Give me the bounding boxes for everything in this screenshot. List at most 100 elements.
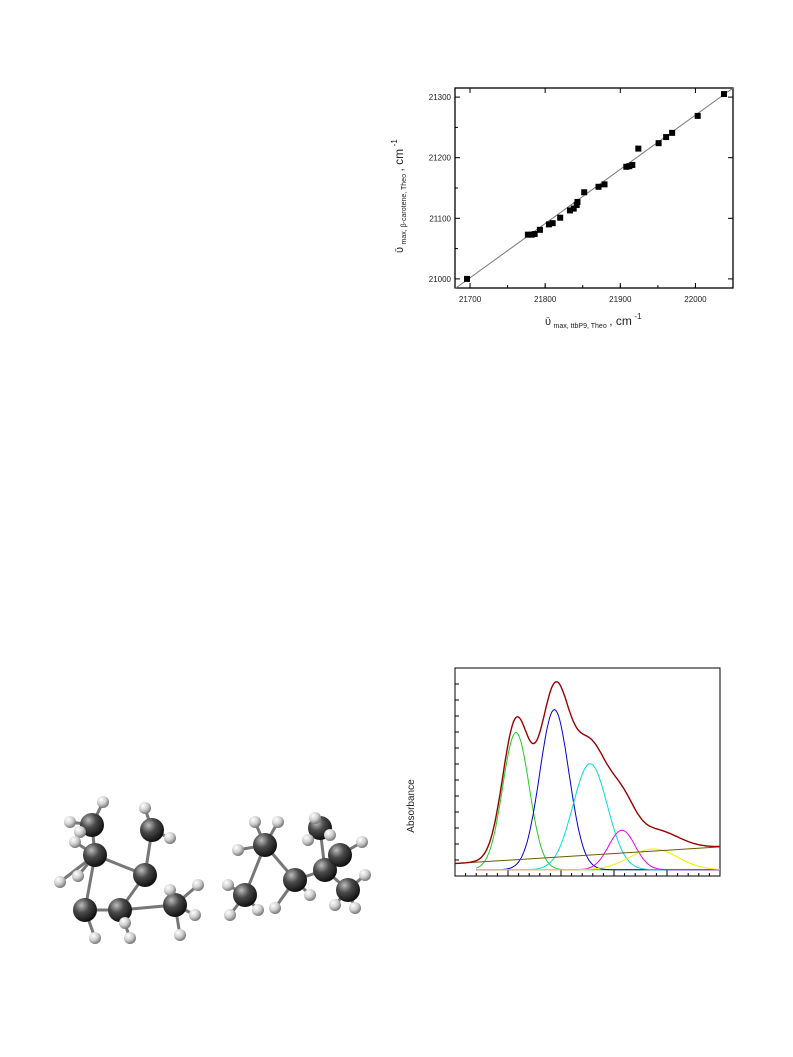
hydrogen-atom: [324, 829, 336, 841]
data-point: [536, 226, 543, 233]
baseline-line: [454, 846, 721, 865]
hydrogen-atom: [349, 902, 361, 914]
scatter-chart: 21700 21800 21900 22000 21000 21100 21200 21300…: [390, 87, 734, 330]
hydrogen-atom: [54, 876, 66, 888]
data-point: [694, 112, 701, 119]
carbon-atom: [328, 843, 352, 867]
hydrogen-atom: [309, 812, 321, 824]
x-label-symbol: ῡ: [545, 316, 551, 328]
data-point: [623, 163, 630, 170]
x-tick-label: 21800: [534, 295, 557, 304]
hydrogen-atom: [249, 816, 261, 828]
data-point: [549, 220, 556, 227]
carbon-atom: [73, 898, 97, 922]
carbon-atom: [336, 878, 360, 902]
absorbance-plot-frame: [454, 667, 721, 877]
y-tick-label: 21200: [429, 154, 452, 163]
hydrogen-atom: [139, 802, 151, 814]
carbon-atom: [80, 813, 104, 837]
data-point: [528, 231, 535, 238]
y-label-unit: , cm: [392, 149, 406, 172]
data-point: [464, 275, 471, 282]
scatter-y-axis-label: ῡ max, β-carotene, Theo , cm -1: [390, 139, 408, 253]
component-band-curve: [476, 829, 720, 871]
molecule-structures-image: [54, 796, 371, 944]
carbon-atom: [233, 883, 257, 907]
y-tick-label: 21000: [429, 275, 452, 284]
y-tick-label: 21100: [429, 214, 451, 223]
hydrogen-atom: [74, 826, 86, 838]
component-band-curve: [476, 848, 721, 871]
hydrogen-atom: [164, 832, 176, 844]
hydrogen-atom: [232, 844, 244, 856]
x-label-subscript: max, ttbP9, Theo: [554, 323, 607, 330]
hydrogen-atom: [302, 834, 314, 846]
hydrogen-atom: [272, 816, 284, 828]
data-point: [629, 161, 636, 168]
scatter-x-axis-label: ῡ max, ttbP9, Theo , cm -1: [545, 312, 642, 330]
hydrogen-atom: [69, 836, 81, 848]
carbon-atom: [83, 843, 107, 867]
x-label-unit: , cm: [609, 314, 632, 328]
hydrogen-atom: [189, 909, 201, 921]
hydrogen-atom: [164, 884, 176, 896]
hydrogen-atom: [252, 904, 264, 916]
hydrogen-atom: [174, 929, 186, 941]
data-point: [566, 207, 573, 214]
component-band-curve: [476, 763, 720, 871]
data-point: [574, 198, 581, 205]
data-point: [570, 205, 577, 212]
hydrogen-atom: [124, 932, 136, 944]
hydrogen-atom: [269, 902, 281, 914]
hydrogen-atom: [356, 836, 368, 848]
data-point: [655, 140, 662, 147]
carbon-atom: [283, 868, 307, 892]
data-point: [663, 134, 670, 141]
molecule-left: [54, 796, 204, 944]
data-point: [626, 163, 633, 170]
hydrogen-atom: [192, 879, 204, 891]
hydrogen-atom: [304, 889, 316, 901]
data-point: [573, 201, 580, 208]
absorbance-y-axis-label: Absorbance: [406, 779, 417, 833]
data-point: [524, 231, 531, 238]
data-point: [669, 129, 676, 136]
carbon-atom: [163, 893, 187, 917]
hydrogen-atom: [224, 909, 236, 921]
data-point: [581, 189, 588, 196]
carbon-atom: [253, 833, 277, 857]
y-label-subscript: max, β-carotene, Theo: [401, 174, 408, 245]
x-tick-label: 21700: [459, 295, 482, 304]
hydrogen-atom: [89, 932, 101, 944]
x-tick-label: 22000: [684, 295, 707, 304]
hydrogen-atom: [72, 870, 84, 882]
hydrogen-atom: [119, 917, 131, 929]
y-label-superscript: -1: [390, 139, 399, 147]
envelope-curve: [454, 681, 721, 865]
hydrogen-atom: [359, 869, 371, 881]
data-point: [595, 183, 602, 190]
data-point: [720, 91, 727, 98]
absorbance-chart: Absorbance: [406, 667, 721, 877]
hydrogen-atom: [222, 879, 234, 891]
hydrogen-atom: [97, 796, 109, 808]
x-tick-label: 21900: [609, 295, 632, 304]
carbon-atom: [140, 818, 164, 842]
data-point: [545, 221, 552, 228]
hydrogen-atom: [329, 899, 341, 911]
svg-text:ῡ max, ttbP9, Theo: ῡ max, ttbP9, Theo , cm -1: [545, 312, 642, 330]
y-label-symbol: ῡ: [394, 247, 406, 253]
fit-line: [454, 87, 734, 290]
data-point: [635, 145, 642, 152]
hydrogen-atom: [64, 816, 76, 828]
data-point: [531, 231, 538, 238]
carbon-atom: [108, 898, 132, 922]
molecule-right: [222, 812, 371, 921]
svg-text:ῡ max, β-carotene, Theo: ῡ max, β-carotene, Theo , cm -1: [390, 139, 408, 253]
x-label-superscript: -1: [634, 312, 642, 321]
data-point: [601, 181, 608, 188]
carbon-atom: [313, 858, 337, 882]
data-point: [557, 214, 564, 221]
component-band-curve: [476, 709, 720, 871]
carbon-atom: [133, 863, 157, 887]
